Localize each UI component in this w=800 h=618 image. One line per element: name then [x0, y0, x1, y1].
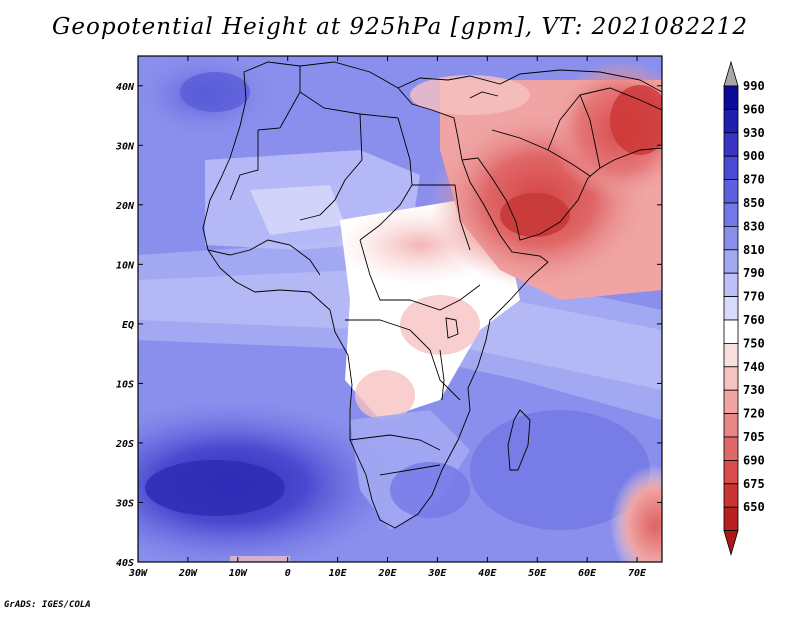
- colorbar-swatch: [723, 225, 739, 251]
- colorbar-swatch: [723, 459, 739, 485]
- colorbar-swatch: [723, 272, 739, 298]
- lon-tick-label: 60E: [578, 568, 597, 579]
- colorbar-level-label: 705: [743, 430, 765, 444]
- colorbar-level-label: 900: [743, 149, 765, 163]
- map-title: Geopotential Height at 925hPa [gpm], VT:…: [52, 14, 748, 40]
- colorbar-swatch: [723, 155, 739, 180]
- colorbar-level-label: 830: [743, 219, 765, 233]
- colorbar: 990 960 930 900 870 850 830 810 790 770 760 750 740 7…: [723, 60, 765, 557]
- colorbar-level-label: 730: [743, 383, 765, 397]
- colorbar-swatch: [723, 319, 739, 344]
- lon-tick-label: 50E: [528, 568, 547, 579]
- colorbar-swatch: [723, 296, 739, 321]
- lon-tick-label: 20W: [178, 568, 198, 579]
- colorbar-swatch: [723, 389, 739, 415]
- colorbar-swatch: [723, 202, 739, 227]
- colorbar-level-label: 750: [743, 336, 765, 350]
- colorbar-level-label: 960: [743, 102, 765, 116]
- colorbar-level-label: 720: [743, 407, 765, 421]
- colorbar-swatch: [723, 342, 739, 368]
- colorbar-level-label: 790: [743, 266, 765, 280]
- lon-tick-label: 20E: [377, 568, 397, 579]
- lat-tick-label: 10S: [116, 379, 134, 390]
- colorbar-level-label: 810: [743, 243, 765, 257]
- colorbar-level-label: 690: [743, 453, 765, 467]
- colorbar-arrow-top: [723, 60, 739, 87]
- lon-tick-label: 40E: [478, 568, 497, 579]
- colorbar-level-label: 760: [743, 313, 765, 327]
- colorbar-level-label: 740: [743, 360, 765, 374]
- coastlines: [202, 61, 662, 529]
- colorbar-swatch: [723, 436, 739, 461]
- colorbar-level-label: 770: [743, 290, 765, 304]
- lat-tick-label: 20N: [115, 201, 135, 212]
- lat-tick-label: EQ: [122, 320, 134, 331]
- colorbar-swatch: [723, 179, 739, 204]
- lon-tick-label: 0: [285, 568, 291, 579]
- lat-tick-label: 40S: [116, 558, 134, 569]
- colorbar-level-label: 675: [743, 477, 765, 491]
- lon-tick-label: 10E: [329, 568, 348, 579]
- colorbar-swatch: [723, 413, 739, 438]
- colorbar-swatch: [723, 109, 739, 134]
- colorbar-level-label: 870: [743, 173, 765, 187]
- lat-tick-label: 40N: [116, 82, 135, 93]
- colorbar-level-label: 930: [743, 126, 765, 140]
- colorbar-arrow-bottom: [723, 530, 739, 557]
- lat-tick-label: 30S: [115, 498, 134, 509]
- lat-tick-label: 20S: [115, 439, 134, 450]
- colorbar-swatch: [723, 249, 739, 274]
- colorbar-swatch: [723, 366, 739, 391]
- lon-tick-label: 70E: [628, 568, 647, 579]
- plot-frame: [137, 55, 663, 563]
- lon-tick-label: 10W: [229, 568, 248, 579]
- lon-tick-label: 30E: [427, 568, 447, 579]
- colorbar-swatch: [723, 506, 739, 532]
- colorbar-level-label: 850: [743, 196, 765, 210]
- height-field: [138, 56, 662, 562]
- grads-credit: GrADS: IGES/COLA: [4, 600, 91, 610]
- lat-tick-label: 10N: [116, 260, 135, 271]
- colorbar-swatch: [723, 85, 739, 110]
- colorbar-level-label: 990: [743, 79, 765, 93]
- colorbar-swatch: [723, 132, 739, 157]
- colorbar-level-label: 650: [743, 500, 765, 514]
- colorbar-swatch: [723, 483, 739, 508]
- lon-tick-label: 30W: [128, 568, 148, 579]
- lat-tick-label: 30N: [115, 141, 135, 152]
- axis-ticks: 30W 20W 10W 0 10E 20E 30E 40E 50E 60E 70E 40N 30N 20N…: [115, 56, 662, 579]
